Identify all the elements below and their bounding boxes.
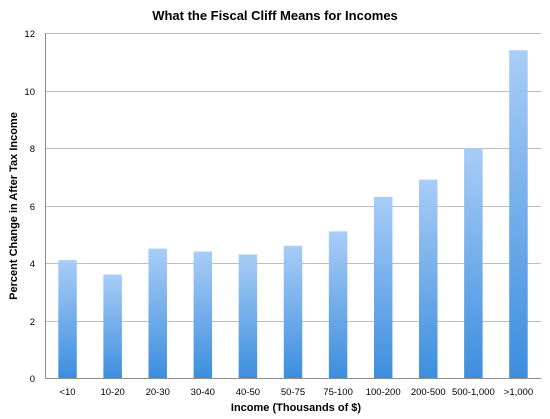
x-axis-label: Income (Thousands of $)	[231, 402, 362, 414]
gridlines	[45, 33, 541, 322]
x-tick-label: 75-100	[323, 387, 353, 398]
bar-4	[238, 254, 258, 378]
bar-3	[193, 251, 213, 378]
x-tick-label: 30-40	[191, 387, 215, 398]
y-axis-label: Percent Change in After Tax Income	[8, 112, 20, 300]
bars	[58, 50, 528, 378]
y-tick-label: 2	[30, 317, 35, 328]
x-tick-label: 10-20	[100, 387, 124, 398]
x-tick-label: 200-500	[411, 387, 446, 398]
bar-10	[509, 50, 528, 378]
x-tick-label: >1,000	[504, 387, 533, 398]
bar-0	[58, 260, 77, 378]
x-tick-label: 50-75	[281, 387, 305, 398]
bar-5	[283, 245, 303, 378]
bar-9	[464, 148, 483, 378]
y-tick-label: 6	[30, 202, 35, 213]
y-tick-label: 10	[24, 87, 35, 98]
y-axis-ticks: 0 2 4 6 8 10 12	[24, 29, 35, 385]
x-tick-label: 40-50	[236, 387, 260, 398]
bar-6	[328, 231, 348, 378]
bar-2	[148, 248, 167, 378]
y-tick-label: 8	[30, 144, 35, 155]
y-tick-label: 4	[30, 259, 35, 270]
x-tick-label: 500-1,000	[452, 387, 495, 398]
bar-7	[373, 196, 393, 378]
chart-title: What the Fiscal Cliff Means for Incomes	[152, 8, 398, 23]
bar-8	[419, 179, 438, 378]
y-tick-label: 12	[24, 29, 35, 40]
x-tick-label: <10	[59, 387, 75, 398]
y-tick-label: 0	[30, 374, 35, 385]
bar-1	[103, 274, 122, 378]
x-tick-label: 100-200	[366, 387, 401, 398]
x-tick-label: 20-30	[146, 387, 170, 398]
x-axis-ticks: <10 10-20 20-30 30-40 40-50 50-75 75-100 100-20…	[59, 387, 533, 398]
